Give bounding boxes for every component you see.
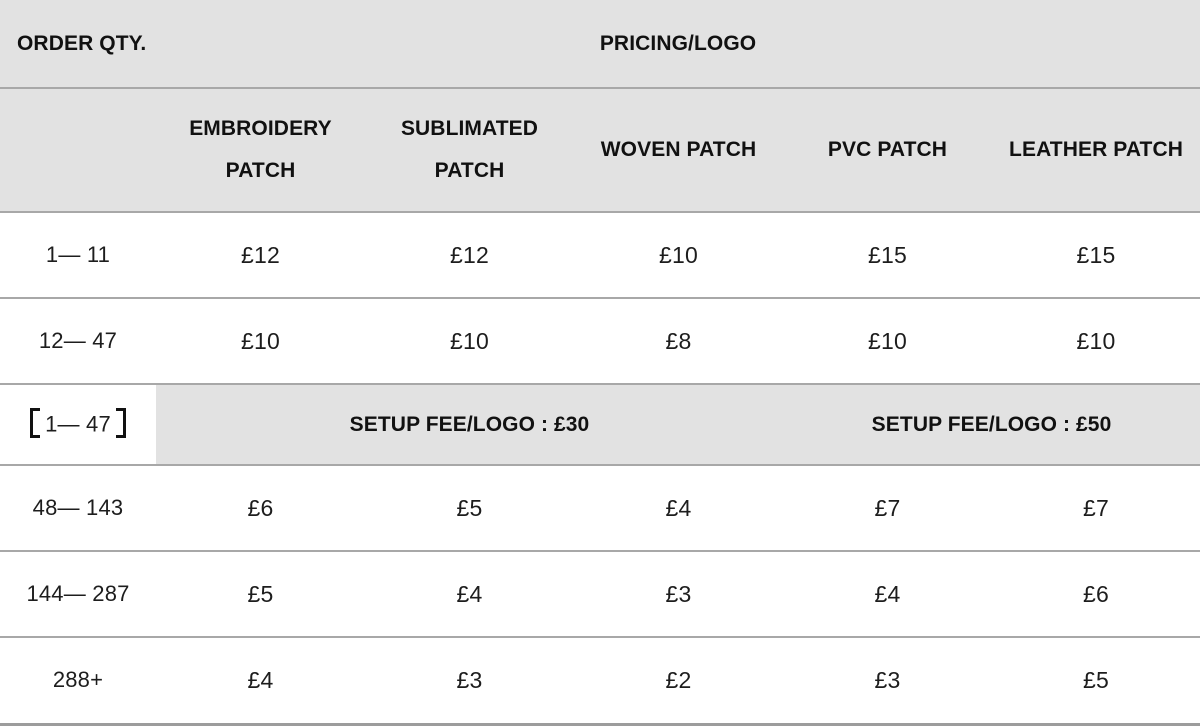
setup-fee-right-cell: SETUP FEE/LOGO : £50 xyxy=(783,384,1200,466)
column-header-sublimated-patch: SUBLIMATED PATCH xyxy=(365,88,574,213)
price-cell: £4 xyxy=(365,551,574,638)
price-cell: £6 xyxy=(992,551,1200,638)
column-header-pvc-patch: PVC PATCH xyxy=(783,88,992,213)
setup-fee-left-cell: SETUP FEE/LOGO : £30 xyxy=(156,384,783,466)
table-row-qty-48-143: 48— 143 £6 £5 £4 £7 £7 xyxy=(0,465,1200,552)
price-cell: £7 xyxy=(783,465,992,552)
price-cell: £12 xyxy=(365,212,574,299)
pricing-logo-header: PRICING/LOGO xyxy=(156,0,1200,89)
price-cell: £6 xyxy=(156,465,365,552)
price-cell: £15 xyxy=(992,212,1200,299)
order-qty-header: ORDER QTY. xyxy=(0,0,156,89)
price-cell: £5 xyxy=(365,465,574,552)
qty-range-label: 12— 47 xyxy=(0,298,156,385)
column-header-leather-patch: LEATHER PATCH xyxy=(992,88,1200,213)
price-cell: £10 xyxy=(365,298,574,385)
qty-range-label: 288+ xyxy=(0,637,156,726)
title-row: ORDER QTY. PRICING/LOGO xyxy=(0,0,1200,89)
price-cell: £12 xyxy=(156,212,365,299)
table-row-qty-12-47: 12— 47 £10 £10 £8 £10 £10 xyxy=(0,298,1200,385)
price-cell: £5 xyxy=(992,637,1200,726)
price-cell: £7 xyxy=(992,465,1200,552)
price-cell: £4 xyxy=(156,637,365,726)
qty-range-label: 144— 287 xyxy=(0,551,156,638)
column-header-spacer xyxy=(0,88,156,213)
price-cell: £8 xyxy=(574,298,783,385)
setup-fee-row: 1— 47 SETUP FEE/LOGO : £30 SETUP FEE/LOG… xyxy=(0,384,1200,466)
table-row-qty-288-plus: 288+ £4 £3 £2 £3 £5 xyxy=(0,637,1200,726)
price-cell: £10 xyxy=(574,212,783,299)
qty-range-label: 1— 11 xyxy=(0,212,156,299)
price-cell: £3 xyxy=(574,551,783,638)
column-header-woven-patch: WOVEN PATCH xyxy=(574,88,783,213)
price-cell: £10 xyxy=(783,298,992,385)
price-cell: £10 xyxy=(992,298,1200,385)
price-cell: £2 xyxy=(574,637,783,726)
price-cell: £4 xyxy=(574,465,783,552)
column-header-embroidery-patch: EMBROIDERY PATCH xyxy=(156,88,365,213)
price-cell: £4 xyxy=(783,551,992,638)
price-cell: £15 xyxy=(783,212,992,299)
column-header-row: EMBROIDERY PATCH SUBLIMATED PATCH WOVEN … xyxy=(0,88,1200,213)
qty-range-label-bracketed: 1— 47 xyxy=(0,384,156,466)
price-cell: £10 xyxy=(156,298,365,385)
table-row-qty-144-287: 144— 287 £5 £4 £3 £4 £6 xyxy=(0,551,1200,638)
table-row-qty-1-11: 1— 11 £12 £12 £10 £15 £15 xyxy=(0,212,1200,299)
price-cell: £3 xyxy=(365,637,574,726)
price-cell: £5 xyxy=(156,551,365,638)
left-lenticular-bracket xyxy=(30,408,41,438)
right-lenticular-bracket xyxy=(115,408,126,438)
qty-range-label: 48— 143 xyxy=(0,465,156,552)
price-cell: £3 xyxy=(783,637,992,726)
